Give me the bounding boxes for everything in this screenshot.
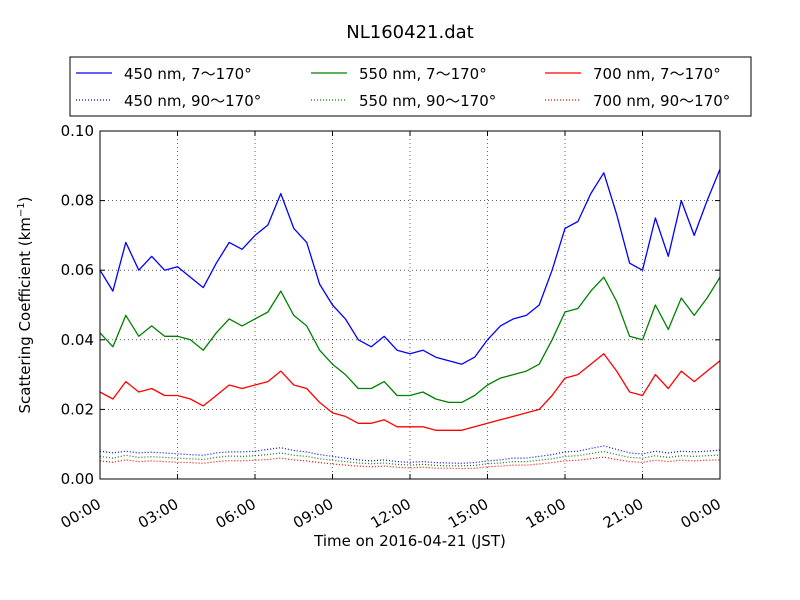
grid [100, 131, 720, 479]
legend-label: 700 nm, 90～170° [593, 92, 730, 110]
legend: 450 nm, 7～170° 550 nm, 7～170° 700 nm, 7～17… [69, 56, 752, 117]
y-tick-label: 0.04 [61, 331, 94, 349]
y-axis-label: Scattering Coefficient (km−1) [16, 196, 34, 413]
legend-label: 700 nm, 7～170° [593, 65, 721, 83]
legend-label: 550 nm, 7～170° [359, 65, 487, 83]
legend-label: 450 nm, 7～170° [124, 65, 252, 83]
legend-label: 550 nm, 90～170° [359, 92, 496, 110]
series-line-2 [99, 353, 721, 431]
series-lines [99, 169, 721, 470]
y-tick-label: 0.10 [61, 122, 94, 140]
legend-box [69, 56, 752, 117]
y-axis-label-close: ) [16, 196, 34, 202]
series-line-3 [99, 445, 721, 464]
chart-title: NL160421.dat [346, 22, 473, 43]
series-line-1 [99, 276, 721, 404]
legend-label: 450 nm, 90～170° [124, 92, 261, 110]
y-axis-label-main: Scattering Coefficient (km [16, 217, 34, 413]
series-line-0 [99, 169, 721, 365]
y-tick-label: 0.02 [61, 400, 94, 418]
y-tick-label: 0.08 [61, 192, 94, 210]
y-axis-label-superscript: −1 [16, 202, 27, 217]
y-tick-label: 0.06 [61, 261, 94, 279]
x-axis-label: Time on 2016-04-21 (JST) [313, 532, 506, 550]
y-tick-label: 0.00 [61, 470, 94, 488]
